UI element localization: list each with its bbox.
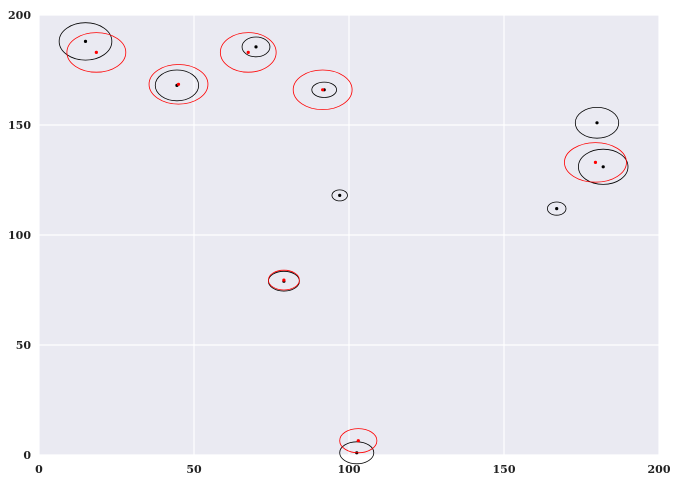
red-point bbox=[176, 82, 181, 86]
red-uncertainty-ellipse bbox=[292, 69, 353, 110]
black-point bbox=[83, 39, 88, 44]
black-point bbox=[595, 121, 599, 125]
black-point bbox=[254, 45, 258, 49]
x-tick-label: 50 bbox=[186, 463, 202, 476]
red-point bbox=[321, 88, 325, 92]
y-tick-label: 200 bbox=[8, 9, 31, 22]
y-tick-labels: 0 50 100 150 200 bbox=[8, 9, 31, 462]
red-point bbox=[282, 278, 286, 282]
y-tick-label: 150 bbox=[8, 119, 31, 132]
y-tick-label: 100 bbox=[8, 229, 31, 242]
black-uncertainty-ellipse bbox=[578, 148, 629, 185]
data-marks bbox=[58, 22, 629, 465]
black-uncertainty-ellipse bbox=[331, 189, 348, 202]
black-point bbox=[601, 165, 605, 169]
black-uncertainty-ellipse bbox=[339, 441, 375, 465]
x-tick-labels: 0 50 100 150 200 bbox=[35, 463, 671, 476]
black-uncertainty-ellipse bbox=[311, 81, 338, 98]
x-tick-label: 0 bbox=[35, 463, 43, 476]
black-uncertainty-ellipse bbox=[241, 36, 271, 58]
red-point bbox=[94, 50, 98, 55]
black-point bbox=[555, 207, 559, 211]
y-tick-label: 0 bbox=[23, 449, 31, 462]
grid-lines bbox=[38, 14, 660, 456]
red-uncertainty-ellipse bbox=[339, 428, 378, 454]
red-point bbox=[246, 50, 250, 55]
black-uncertainty-ellipse bbox=[574, 107, 620, 139]
x-tick-label: 200 bbox=[648, 463, 671, 476]
red-uncertainty-ellipse bbox=[148, 64, 209, 105]
red-point bbox=[593, 160, 598, 164]
black-uncertainty-ellipse bbox=[547, 201, 567, 216]
red-uncertainty-ellipse bbox=[564, 142, 627, 183]
red-point bbox=[356, 439, 360, 443]
red-uncertainty-ellipse bbox=[66, 32, 127, 73]
red-uncertainty-ellipse bbox=[219, 32, 277, 73]
black-uncertainty-ellipse bbox=[154, 69, 200, 102]
y-tick-label: 50 bbox=[16, 339, 32, 352]
x-tick-label: 150 bbox=[493, 463, 516, 476]
red-uncertainty-ellipse bbox=[267, 269, 300, 291]
series-red bbox=[66, 32, 627, 454]
black-uncertainty-ellipse bbox=[58, 22, 113, 61]
black-point bbox=[338, 193, 342, 197]
x-tick-label: 100 bbox=[338, 463, 361, 476]
